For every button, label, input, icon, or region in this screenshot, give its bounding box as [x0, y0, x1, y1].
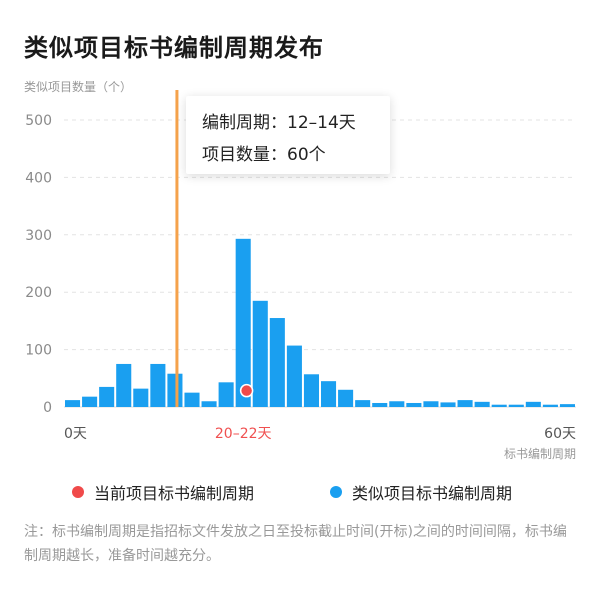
histogram-bar	[355, 400, 371, 407]
x-tick-label-highlight: 20–22天	[215, 426, 272, 442]
histogram-bar	[491, 404, 507, 407]
legend-blue-dot-icon	[330, 486, 342, 498]
histogram-bar	[99, 386, 115, 407]
y-axis-label: 类似项目数量（个）	[24, 80, 133, 94]
histogram-bar	[65, 400, 81, 407]
y-tick-label: 200	[25, 285, 52, 301]
y-tick-label: 400	[25, 170, 52, 186]
histogram-bar	[252, 300, 268, 407]
histogram-bar	[406, 402, 422, 407]
legend-red-dot-icon	[72, 486, 84, 498]
histogram-bar	[525, 401, 541, 407]
histogram-bar	[457, 400, 473, 407]
histogram-bar	[82, 396, 98, 407]
histogram-bar	[133, 388, 149, 407]
histogram-bar	[423, 401, 439, 407]
histogram-bar	[338, 389, 354, 407]
histogram-bar	[542, 404, 558, 407]
y-tick-label: 0	[43, 400, 52, 416]
y-tick-label: 300	[25, 228, 52, 244]
histogram-bar	[559, 404, 575, 407]
histogram-bar	[508, 404, 524, 407]
x-axis-label: 标书编制周期	[504, 446, 576, 461]
histogram-bar	[269, 318, 285, 407]
histogram-bar	[218, 382, 234, 407]
histogram-bar	[235, 238, 251, 407]
legend-item-similar[interactable]: 类似项目标书编制周期	[330, 480, 512, 504]
x-tick-label-start: 0天	[64, 426, 87, 442]
histogram-bar	[116, 363, 132, 407]
histogram-bar	[372, 402, 388, 407]
histogram-bar	[440, 402, 456, 407]
histogram-bar	[321, 381, 337, 407]
footnote: 注：标书编制周期是指招标文件发放之日至投标截止时间(开标)之间的时间间隔，标书编…	[24, 524, 567, 564]
legend-label-current: 当前项目标书编制周期	[94, 484, 255, 503]
histogram-bar	[167, 373, 183, 407]
histogram-bar	[286, 345, 302, 407]
histogram-bar	[303, 374, 319, 407]
legend-label-similar: 类似项目标书编制周期	[352, 484, 513, 503]
histogram-bar	[201, 401, 217, 407]
tooltip-period: 编制周期：12–14天	[202, 113, 356, 133]
current-project-point	[239, 383, 254, 398]
histogram-bar	[474, 401, 490, 407]
y-tick-label: 500	[25, 113, 52, 129]
legend-item-current[interactable]: 当前项目标书编制周期	[72, 480, 254, 504]
tooltip: 编制周期：12–14天 项目数量：60个	[186, 96, 390, 174]
tooltip-count: 项目数量：60个	[202, 145, 326, 165]
histogram-bar	[389, 401, 405, 407]
histogram-bar	[150, 363, 166, 407]
histogram-bar	[184, 392, 200, 407]
chart-title: 类似项目标书编制周期发布	[24, 34, 324, 62]
x-tick-label-end: 60天	[544, 426, 576, 442]
y-tick-label: 100	[25, 343, 52, 359]
